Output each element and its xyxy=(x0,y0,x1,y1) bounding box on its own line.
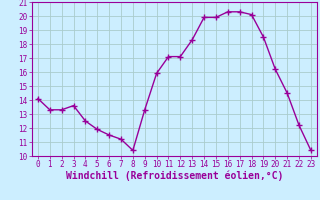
X-axis label: Windchill (Refroidissement éolien,°C): Windchill (Refroidissement éolien,°C) xyxy=(66,171,283,181)
